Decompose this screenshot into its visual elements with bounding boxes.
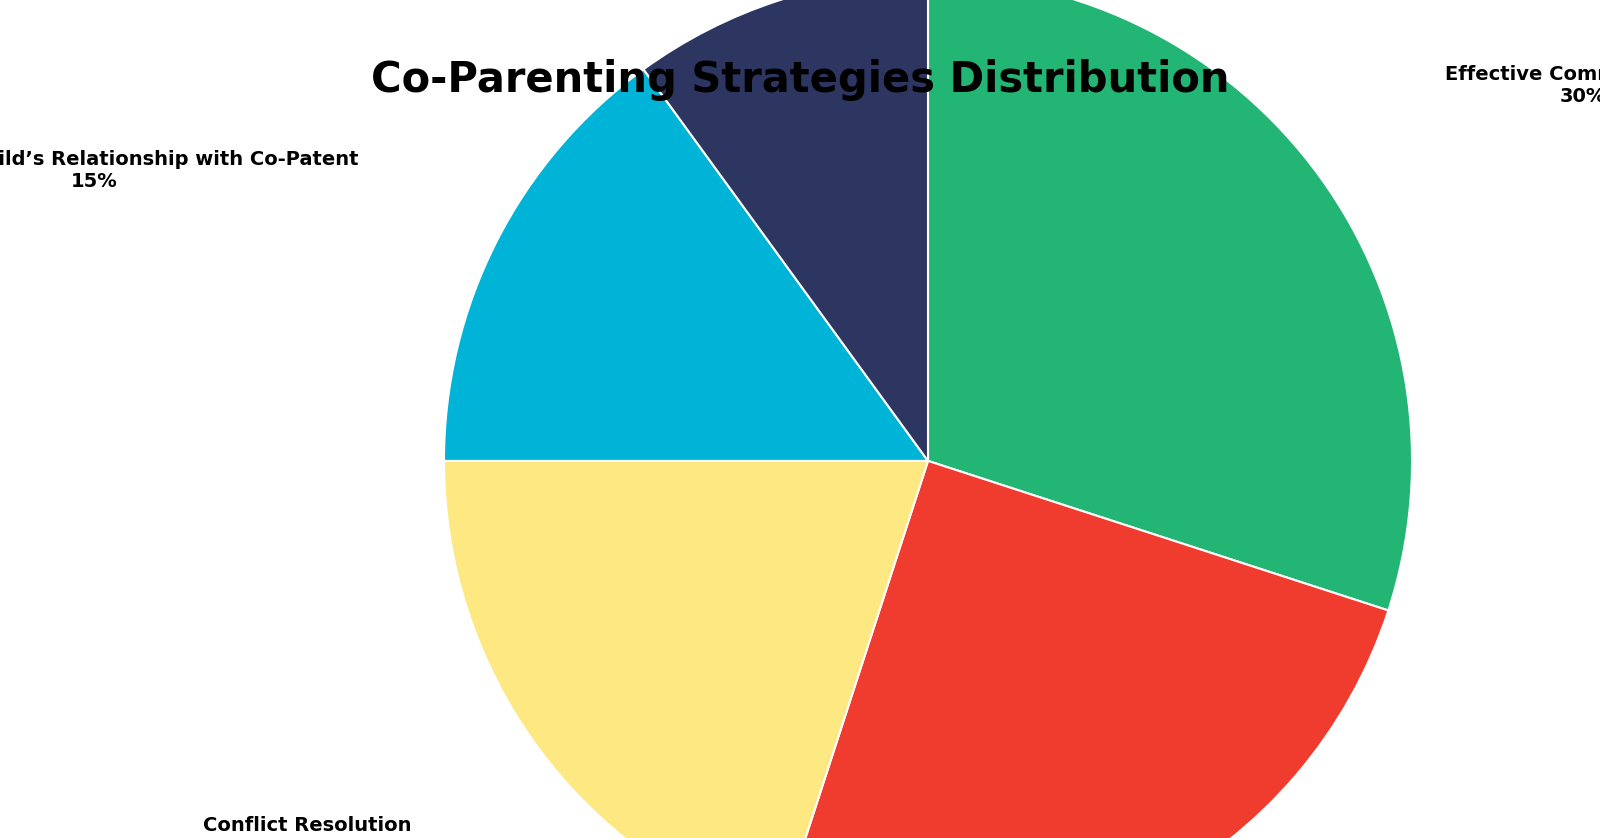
Wedge shape [779,461,1389,838]
Text: Conflict Resolution
20%: Conflict Resolution 20% [203,816,411,838]
Wedge shape [443,70,928,461]
Wedge shape [443,461,928,838]
Text: Encouraging child’s Relationship with Co-Patent
15%: Encouraging child’s Relationship with Co… [0,150,358,191]
Wedge shape [643,0,928,461]
Text: Effective Communication
30%: Effective Communication 30% [1445,65,1600,106]
Text: Co-Parenting Strategies Distribution: Co-Parenting Strategies Distribution [371,59,1229,101]
Wedge shape [928,0,1413,610]
